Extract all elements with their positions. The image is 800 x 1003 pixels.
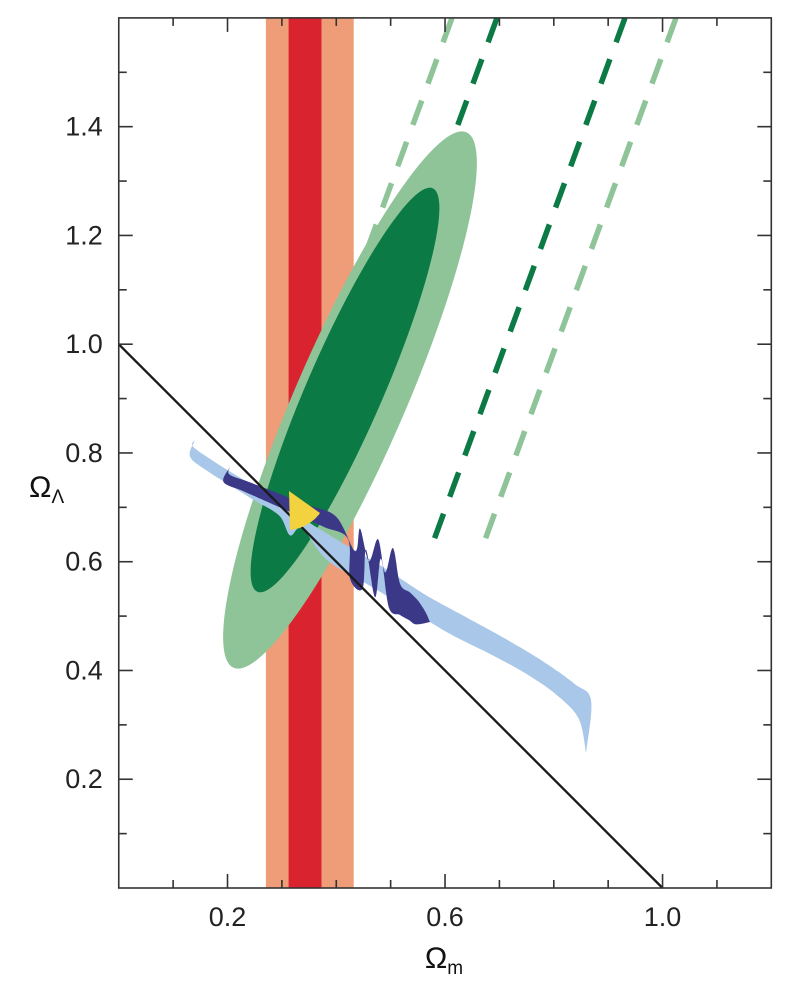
svg-text:1.0: 1.0 xyxy=(644,902,682,932)
svg-text:0.6: 0.6 xyxy=(426,902,464,932)
svg-text:0.6: 0.6 xyxy=(65,547,103,577)
svg-text:1.0: 1.0 xyxy=(65,329,103,359)
svg-text:1.2: 1.2 xyxy=(65,220,103,250)
svg-text:0.8: 0.8 xyxy=(65,438,103,468)
svg-text:0.2: 0.2 xyxy=(209,902,247,932)
svg-text:0.2: 0.2 xyxy=(65,764,103,794)
svg-text:1.4: 1.4 xyxy=(65,112,103,142)
svg-text:0.4: 0.4 xyxy=(65,655,103,685)
